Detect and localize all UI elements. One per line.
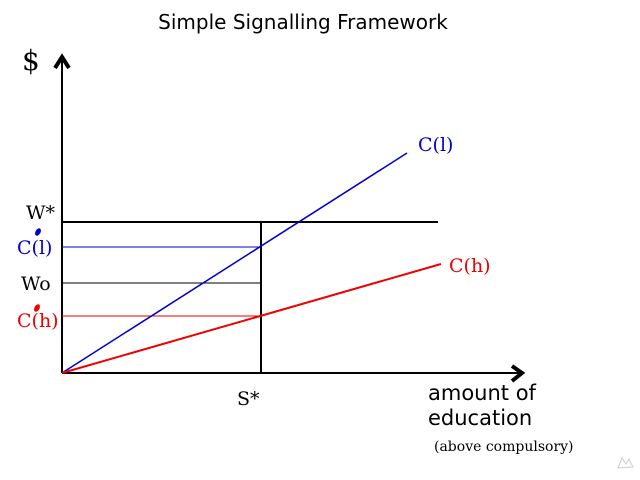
x-axis-label-line1: amount of	[428, 381, 537, 405]
cost-curve-low-label: C(l)	[418, 134, 453, 156]
cost-curve-low	[61, 152, 408, 374]
y-axis-label: $	[22, 44, 40, 77]
y-axis-arrow-icon	[53, 53, 71, 70]
diagram-title: Simple Signalling Framework	[158, 10, 448, 34]
x-axis-arrow-icon	[510, 364, 526, 383]
x-axis-note: (above compulsory)	[434, 439, 574, 455]
x-axis-label-line2: education	[428, 406, 532, 430]
s-star-label: S*	[237, 388, 260, 410]
w-o-label: Wo	[21, 273, 51, 295]
c-high-mark-icon	[34, 304, 40, 312]
w-star-label: W*	[26, 202, 56, 224]
cost-curve-high-label: C(h)	[449, 255, 491, 277]
c-low-label: C(l)	[17, 237, 52, 259]
c-low-mark-icon	[35, 228, 41, 236]
watermark-logo-icon	[617, 456, 634, 469]
c-high-label: C(h)	[17, 310, 59, 332]
cost-curve-high	[61, 263, 442, 374]
